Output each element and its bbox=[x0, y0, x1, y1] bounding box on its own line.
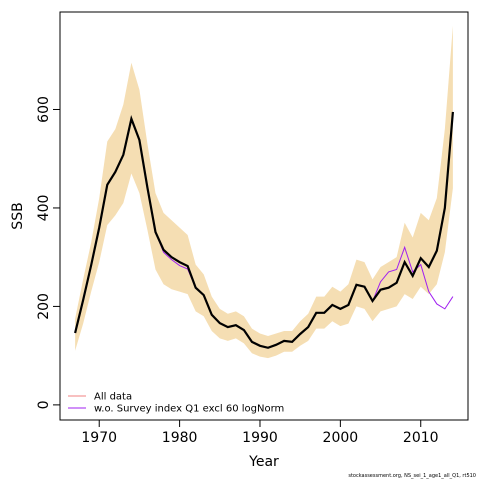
x-tick-label: 2000 bbox=[323, 430, 359, 446]
y-tick-label: 400 bbox=[36, 195, 52, 222]
x-tick-label: 2010 bbox=[403, 430, 439, 446]
plot-frame bbox=[59, 11, 469, 421]
legend-label: All data bbox=[94, 392, 132, 403]
confidence-band bbox=[75, 25, 453, 359]
y-tick-label: 0 bbox=[36, 400, 52, 409]
y-axis-label: SSB bbox=[10, 202, 26, 229]
y-tick-label: 200 bbox=[36, 293, 52, 320]
estimate-line bbox=[74, 111, 454, 349]
x-tick-label: 1980 bbox=[162, 430, 198, 446]
footnote: stockassessment.org, NS_sei_1_age1_all_Q… bbox=[348, 473, 476, 479]
legend-label: w.o. Survey index Q1 excl 60 logNorm bbox=[94, 404, 284, 415]
x-tick-label: 1990 bbox=[242, 430, 278, 446]
x-axis-label: Year bbox=[248, 454, 279, 470]
x-tick-label: 1970 bbox=[81, 430, 117, 446]
y-tick-label: 600 bbox=[36, 96, 52, 123]
